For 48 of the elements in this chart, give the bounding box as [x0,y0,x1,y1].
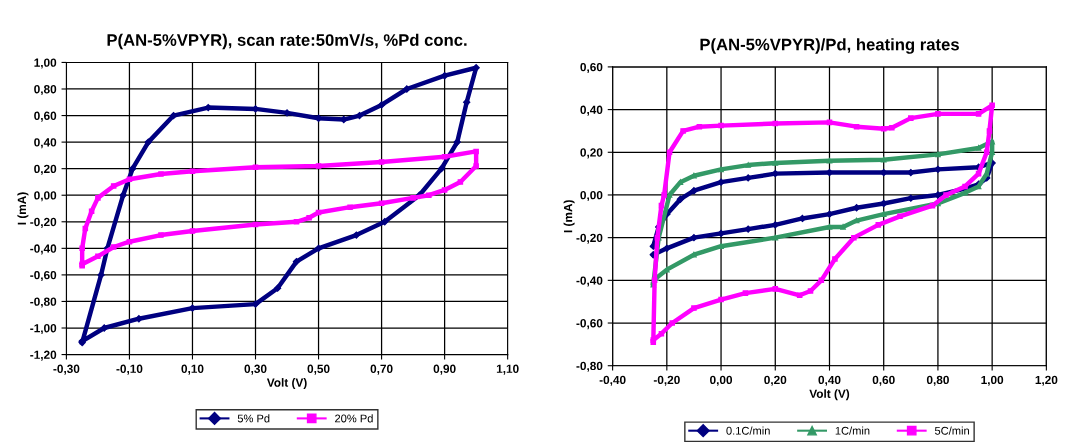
y-tick-label: 0,20 [580,148,603,159]
x-tick-label: -0,10 [116,364,143,375]
y-tick-label: -1,20 [30,350,57,361]
x-tick-label: 0,80 [926,375,949,386]
legend-label: 0.1C/min [726,426,770,435]
x-tick-label: 0,00 [710,375,733,386]
x-tick-label: 1,00 [981,375,1004,386]
legend-label: 1C/min [835,426,870,435]
x-axis-title: Volt (V) [266,378,307,390]
y-tick-label: -0,80 [576,361,603,372]
y-axis-title: I (mA) [17,192,29,225]
x-tick-label: 0,30 [244,364,267,375]
y-tick-label: -0,40 [30,244,57,255]
x-tick-label: 0,40 [818,375,841,386]
y-tick-label: -0,60 [576,319,603,330]
x-tick-label: 0,50 [307,364,330,375]
x-tick-label: 0,20 [764,375,787,386]
y-tick-label: 1,00 [34,58,57,69]
x-tick-label: -0,30 [53,364,80,375]
x-tick-label: 1,10 [496,364,519,375]
legend-label: 5C/min [934,426,969,435]
y-tick-label: 0,00 [34,191,57,202]
y-tick-label: -0,20 [30,217,57,228]
x-axis-title: Volt (V) [809,389,850,401]
y-tick-label: -0,20 [576,233,603,244]
y-tick-label: 0,40 [34,138,57,149]
y-tick-label: 0,60 [34,111,57,122]
x-tick-label: -0,40 [599,375,626,386]
legend-label: 5% Pd [237,414,270,423]
x-tick-label: 1,20 [1035,375,1058,386]
y-tick-label: -0,40 [576,276,603,287]
y-tick-label: -0,80 [30,297,57,308]
x-tick-label: 0,60 [872,375,895,386]
y-tick-label: 0,60 [580,62,603,74]
y-tick-label: 0,20 [34,164,57,175]
y-tick-label: 0,80 [34,85,57,96]
x-tick-label: 0,10 [181,364,204,375]
y-tick-label: 0,00 [580,191,603,202]
y-tick-label: 0,40 [580,105,603,116]
legend-label: 20% Pd [335,414,373,423]
chart-title: P(AN-5%VPYR)/Pd, heating rates [700,38,959,54]
x-tick-label: 0,90 [433,364,456,375]
chart-title: P(AN-5%VPYR), scan rate:50mV/s, %Pd conc. [107,33,467,50]
y-tick-label: -0,60 [30,270,57,281]
x-tick-label: -0,20 [653,375,680,386]
x-tick-label: 0,70 [370,364,393,375]
y-tick-label: -1,00 [30,324,57,335]
y-axis-title: I (mA) [563,200,575,233]
